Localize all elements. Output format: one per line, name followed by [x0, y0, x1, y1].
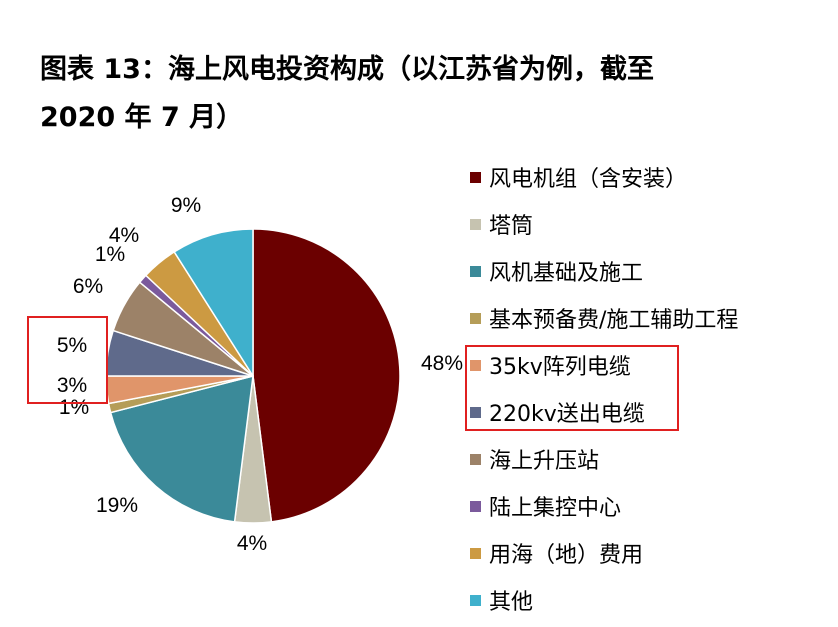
chart-title-line-1: 图表 13：海上风电投资构成（以江苏省为例，截至	[40, 54, 654, 85]
slice-value-label: 3%	[57, 374, 87, 397]
legend-label: 220kv送出电缆	[489, 402, 645, 427]
legend-swatch	[470, 359, 481, 371]
slice-value-label: 1%	[59, 396, 89, 419]
legend-swatch	[470, 500, 481, 512]
legend-label: 风电机组（含安装）	[489, 167, 688, 192]
pie-slice	[109, 374, 254, 523]
slice-value-label: 48%	[421, 352, 463, 375]
pie-slice	[173, 228, 254, 379]
slice-value-label: 6%	[73, 275, 103, 298]
legend-label: 陆上集控中心	[489, 496, 622, 521]
legend-swatch	[470, 547, 481, 559]
legend-swatch	[470, 265, 481, 277]
pie-slice	[252, 228, 401, 523]
legend-swatch	[470, 594, 481, 606]
legend-item: 海上升压站	[470, 437, 599, 481]
legend-item: 基本预备费/施工辅助工程	[470, 296, 738, 340]
legend-item: 其他	[470, 578, 533, 622]
slice-value-label: 1%	[95, 243, 125, 266]
legend-label: 风机基础及施工	[489, 261, 644, 286]
legend-swatch	[470, 171, 481, 183]
legend-label: 其他	[489, 590, 534, 615]
legend-item: 220kv送出电缆	[470, 390, 645, 434]
legend-label: 35kv阵列电缆	[489, 355, 631, 380]
slice-value-label: 9%	[171, 194, 201, 217]
slice-value-label: 5%	[57, 334, 87, 357]
legend-swatch	[470, 406, 481, 418]
slice-value-label: 19%	[96, 494, 138, 517]
legend-item: 风机基础及施工	[470, 249, 643, 293]
legend-item: 用海（地）费用	[470, 531, 643, 575]
legend-label: 基本预备费/施工辅助工程	[489, 308, 739, 333]
legend-swatch	[470, 218, 481, 230]
chart-title-line-2: 2020 年 7 月）	[40, 102, 244, 133]
legend-item: 陆上集控中心	[470, 484, 621, 528]
legend-label: 塔筒	[489, 214, 534, 239]
legend-item: 35kv阵列电缆	[470, 343, 631, 387]
chart-title: 图表 13：海上风电投资构成（以江苏省为例，截至 2020 年 7 月）	[40, 46, 800, 142]
highlight-box-legend	[465, 345, 679, 431]
slice-value-label: 4%	[109, 224, 139, 247]
legend-swatch	[470, 312, 481, 324]
slice-value-label: 4%	[237, 532, 267, 555]
legend-label: 海上升压站	[489, 449, 600, 474]
legend-item: 塔筒	[470, 202, 533, 246]
highlight-box-labels	[27, 316, 108, 404]
legend-item: 风电机组（含安装）	[470, 155, 687, 199]
legend-label: 用海（地）费用	[489, 543, 644, 568]
legend-swatch	[470, 453, 481, 465]
